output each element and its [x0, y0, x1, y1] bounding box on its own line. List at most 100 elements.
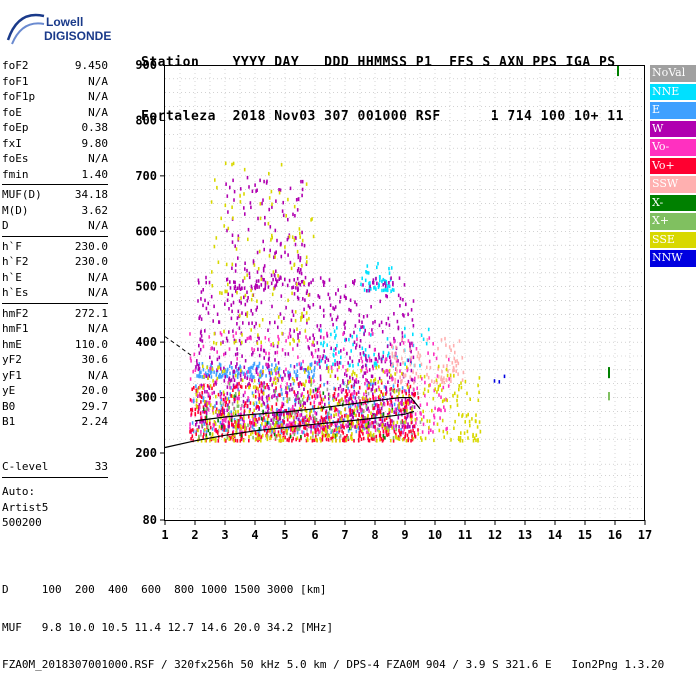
echo-point [404, 326, 406, 331]
echo-point [333, 386, 335, 391]
echo-point [358, 313, 361, 317]
echo-point [441, 418, 444, 423]
echo-point [198, 425, 200, 429]
echo-point [439, 416, 441, 420]
echo-point [413, 379, 416, 383]
echo-point [397, 435, 400, 439]
echo-point [472, 434, 474, 439]
echo-point [342, 399, 345, 404]
echo-point [297, 355, 299, 359]
echo-point [299, 366, 302, 371]
echo-point [347, 420, 349, 424]
echo-point [319, 436, 321, 441]
echo-point [335, 427, 338, 431]
echo-point [192, 399, 195, 404]
echo-point [322, 308, 325, 313]
echo-point [406, 400, 408, 404]
echo-point [276, 423, 279, 428]
echo-point [428, 336, 431, 340]
echo-point [286, 438, 288, 442]
echo-point [401, 390, 404, 394]
echo-point [361, 320, 363, 324]
echo-point [360, 401, 363, 406]
echo-point [372, 421, 375, 425]
echo-point [395, 432, 397, 437]
echo-point [264, 385, 266, 390]
param-name: foF2 [2, 59, 29, 72]
echo-point [313, 336, 315, 341]
echo-point [337, 402, 340, 407]
echo-point [215, 378, 218, 383]
echo-point [377, 404, 379, 408]
echo-point [221, 412, 224, 416]
echo-point [330, 436, 332, 441]
echo-point [218, 365, 220, 369]
echo-point [243, 371, 245, 376]
echo-point [308, 396, 311, 401]
echo-point [245, 426, 248, 430]
echo-point [247, 296, 249, 300]
echo-point [236, 418, 239, 423]
echo-point [241, 311, 243, 315]
logo-line1: Lowell [46, 15, 83, 29]
echo-point [200, 395, 203, 399]
x-tick-label: 1 [161, 528, 168, 542]
echo-point [289, 375, 292, 379]
echo-point [317, 421, 319, 425]
echo-point [219, 395, 222, 399]
echo-point [217, 366, 219, 370]
echo-point [376, 363, 378, 367]
echo-point [336, 362, 339, 367]
echo-point [290, 413, 293, 418]
echo-point [260, 439, 262, 443]
echo-point [200, 439, 203, 443]
echo-point [287, 217, 289, 222]
echo-point [251, 414, 254, 419]
echo-point [259, 373, 261, 378]
echo-point [330, 415, 332, 420]
echo-point [267, 425, 270, 430]
param-row: B1 2.24 [2, 414, 108, 430]
echo-point [246, 336, 249, 341]
echo-point [202, 396, 205, 400]
echo-point [241, 404, 243, 408]
echo-point [314, 411, 316, 415]
x-tick-label: 12 [488, 528, 502, 542]
echo-point [306, 289, 308, 293]
echo-point [274, 368, 277, 372]
echo-point [217, 260, 220, 264]
echo-point [270, 343, 272, 347]
echo-point [367, 436, 369, 441]
echo-point [372, 321, 374, 325]
echo-point [302, 382, 305, 386]
echo-point [256, 404, 258, 409]
echo-point [374, 381, 377, 386]
echo-point [308, 375, 311, 380]
echo-point [292, 426, 294, 430]
x-tick-label: 3 [221, 528, 228, 542]
echo-point [378, 417, 381, 422]
echo-point [380, 320, 383, 325]
echo-point [356, 420, 359, 424]
echo-point [347, 405, 350, 409]
echo-point [274, 381, 277, 385]
echo-point [386, 413, 389, 417]
echo-point [299, 235, 301, 239]
echo-point [285, 305, 287, 310]
echo-point [293, 419, 295, 424]
echo-point [268, 171, 270, 176]
echo-point [326, 366, 328, 370]
echo-point [256, 420, 259, 424]
echo-point [239, 364, 241, 369]
echo-point [286, 386, 289, 390]
echo-point [245, 385, 247, 389]
echo-point [316, 341, 319, 345]
echo-point [246, 404, 249, 409]
echo-point [286, 397, 289, 401]
echo-point [401, 379, 403, 383]
echo-point [358, 395, 360, 400]
echo-point [258, 436, 261, 440]
echo-point [260, 427, 262, 432]
echo-point [199, 374, 202, 379]
echo-point [296, 377, 298, 381]
